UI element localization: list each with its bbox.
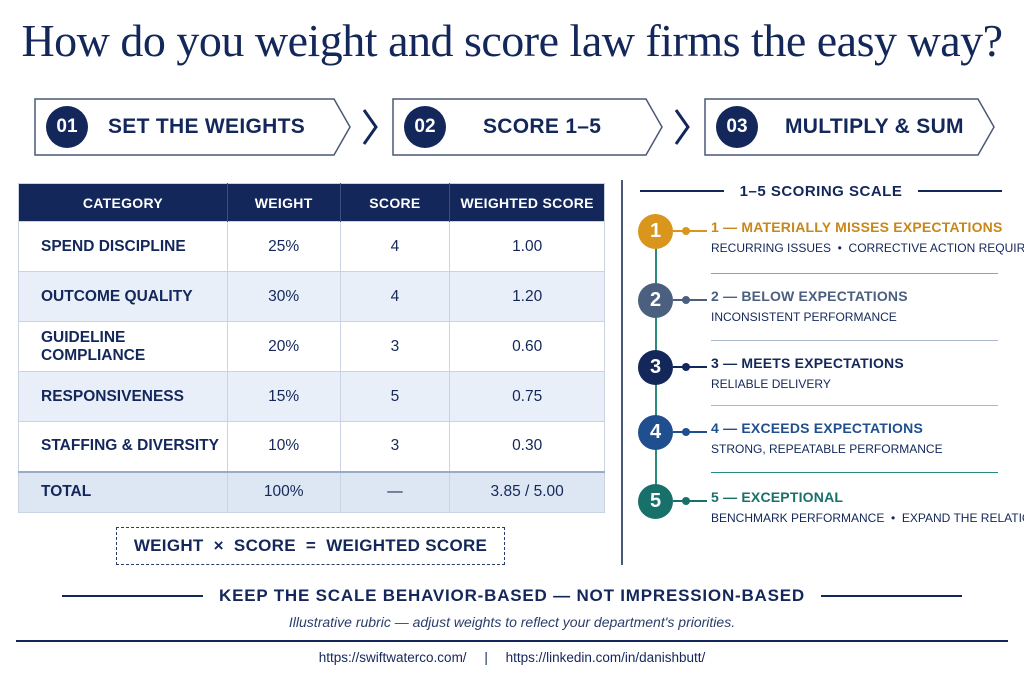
level-2-description: INCONSISTENT PERFORMANCE [711,310,897,324]
step-2-shape [392,98,663,156]
weighted-score-cell: 1.20 [449,271,605,322]
level-4-connector [673,431,707,433]
bottom-banner: KEEP THE SCALE BEHAVIOR-BASED — NOT IMPR… [62,585,963,607]
level-2-badge: 2 [638,283,673,318]
step-1-label: SET THE WEIGHTS [108,115,306,138]
footnote: Illustrative rubric — adjust weights to … [288,614,736,630]
weight-cell: 15% [226,371,341,422]
footer-divider [16,640,1008,642]
level-2-dot [682,296,690,304]
level-4-description: STRONG, REPEATABLE PERFORMANCE [711,442,943,456]
level-3-name: 3 — MEETS EXPECTATIONS [711,355,904,371]
total-weight-cell: 100% [226,470,341,513]
scale-title-rule-right [918,190,1002,192]
score-cell: 3 [339,421,450,472]
level-3-connector [673,366,707,368]
level-5-connector [673,500,707,502]
table-row: STAFFING & DIVERSITY 10% 3 0.30 [18,421,605,472]
level-1-connector [673,230,707,232]
level-1-separator [711,273,998,274]
category-cell: OUTCOME QUALITY [18,271,228,322]
vertical-divider [621,180,623,565]
level-1-dot [682,227,690,235]
step-3-shape [704,98,995,156]
scale-title-text: 1–5 SCORING SCALE [739,182,903,200]
score-cell: 3 [339,321,450,372]
level-1-description: RECURRING ISSUES • CORRECTIVE ACTION REQ… [711,241,1024,255]
column-header-category: CATEGORY [18,183,228,222]
column-header-score: SCORE [339,183,450,222]
level-4-dot [682,428,690,436]
link-linkedin[interactable]: https://linkedin.com/in/danishbutt/ [505,650,706,665]
category-cell: RESPONSIVENESS [18,371,228,422]
level-3-dot [682,363,690,371]
scale-title-rule-left [640,190,724,192]
chevron-right-icon [362,109,378,145]
level-2-separator [711,340,998,341]
level-1-badge: 1 [638,214,673,249]
level-2-connector [673,299,707,301]
weighted-score-cell: 1.00 [449,221,605,272]
score-cell: 5 [339,371,450,422]
step-2: 02 SCORE 1–5 [392,98,664,156]
score-cell: 4 [339,271,450,322]
level-3-badge: 3 [638,350,673,385]
level-5-dot [682,497,690,505]
table-header-row: CATEGORY WEIGHT SCORE WEIGHTED SCORE [18,183,605,222]
column-header-weight: WEIGHT [226,183,341,222]
step-1-number: 01 [46,106,88,148]
step-2-label: SCORE 1–5 [483,115,602,138]
step-1: 01 SET THE WEIGHTS [34,98,352,156]
level-5-badge: 5 [638,484,673,519]
level-2-name: 2 — BELOW EXPECTATIONS [711,288,908,304]
scoring-table: CATEGORY WEIGHT SCORE WEIGHTED SCORE SPE… [18,183,605,513]
weighted-score-cell: 0.30 [449,421,605,472]
level-5-description: BENCHMARK PERFORMANCE • EXPAND THE RELAT… [711,511,1024,525]
weight-cell: 30% [226,271,341,322]
banner-text: KEEP THE SCALE BEHAVIOR-BASED — NOT IMPR… [219,586,805,605]
table-row: GUIDELINE COMPLIANCE 20% 3 0.60 [18,321,605,372]
category-cell: GUIDELINE COMPLIANCE [18,321,228,372]
scale-title: 1–5 SCORING SCALE [640,180,1002,202]
footer-links: https://swiftwaterco.com/ | https://link… [0,650,1024,665]
table-total-row: TOTAL 100% — 3.85 / 5.00 [18,470,605,513]
link-separator: | [484,650,488,665]
banner-rule-right [821,595,963,597]
level-4-name: 4 — EXCEEDS EXPECTATIONS [711,420,923,436]
chevron-right-icon [674,109,690,145]
formula-box: WEIGHT × SCORE = WEIGHTED SCORE [116,527,505,565]
level-1-name: 1 — MATERIALLY MISSES EXPECTATIONS [711,219,1003,235]
page-title: How do you weight and score law firms th… [21,15,1003,66]
category-cell: SPEND DISCIPLINE [18,221,228,272]
weight-cell: 20% [226,321,341,372]
weight-cell: 10% [226,421,341,472]
table-row: SPEND DISCIPLINE 25% 4 1.00 [18,221,605,272]
step-3-number: 03 [716,106,758,148]
step-2-number: 02 [404,106,446,148]
level-3-description: RELIABLE DELIVERY [711,377,831,391]
banner-rule-left [62,595,204,597]
level-4-separator [711,472,998,473]
weight-cell: 25% [226,221,341,272]
step-3-label: MULTIPLY & SUM [785,115,964,138]
level-5-name: 5 — EXCEPTIONAL [711,489,844,505]
step-1-shape [34,98,351,156]
total-weighted-score-cell: 3.85 / 5.00 [449,470,605,513]
weighted-score-cell: 0.60 [449,321,605,372]
weighted-score-cell: 0.75 [449,371,605,422]
column-header-weighted-score: WEIGHTED SCORE [449,183,605,222]
category-cell: STAFFING & DIVERSITY [18,421,228,472]
total-score-cell: — [339,470,450,513]
level-3-separator [711,405,998,406]
table-row: OUTCOME QUALITY 30% 4 1.20 [18,271,605,322]
level-4-badge: 4 [638,415,673,450]
step-3: 03 MULTIPLY & SUM [704,98,996,156]
table-row: RESPONSIVENESS 15% 5 0.75 [18,371,605,422]
score-cell: 4 [339,221,450,272]
total-label-cell: TOTAL [18,470,228,513]
link-swiftwaterco[interactable]: https://swiftwaterco.com/ [318,650,467,665]
